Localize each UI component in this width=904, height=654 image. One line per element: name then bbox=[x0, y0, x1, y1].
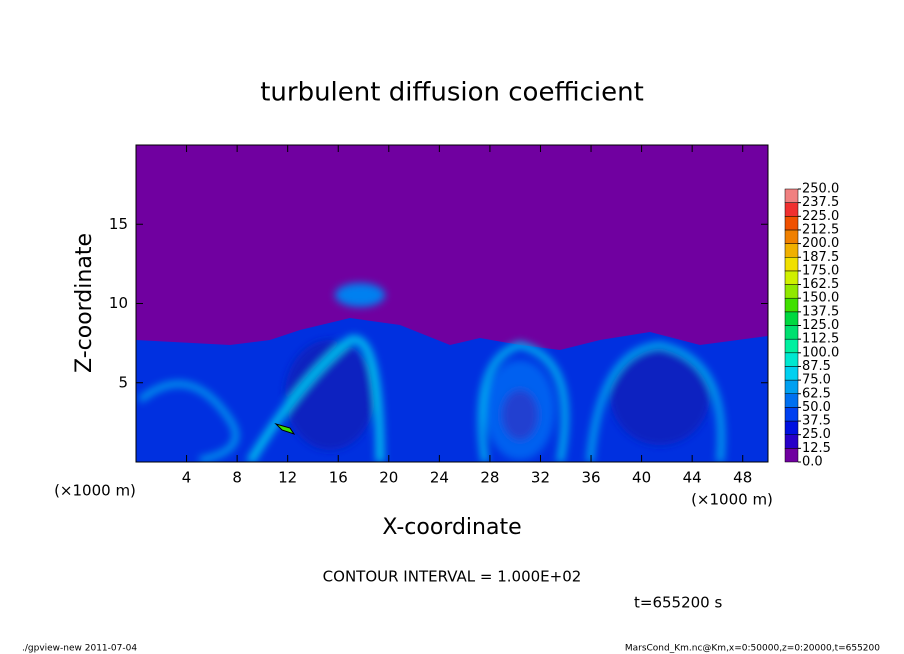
contour-line bbox=[274, 422, 296, 435]
x-tick-label: 32 bbox=[531, 469, 550, 487]
contour-field bbox=[136, 145, 768, 462]
x-tick-label: 12 bbox=[278, 469, 297, 487]
x-axis-label: X-coordinate bbox=[382, 515, 521, 540]
colorbar-tick-label: 37.5 bbox=[802, 414, 831, 429]
colorbar-tick-label: 175.0 bbox=[802, 263, 839, 278]
y-tick-label: 15 bbox=[109, 215, 128, 233]
colorbar-tick-label: 50.0 bbox=[802, 400, 831, 415]
colorbar-tick-label: 250.0 bbox=[802, 182, 839, 197]
colorbar-band bbox=[784, 311, 799, 326]
colorbar-band bbox=[784, 243, 799, 258]
colorbar-tick-label: 212.5 bbox=[802, 222, 839, 237]
contour-interval: CONTOUR INTERVAL = 1.000E+02 bbox=[323, 568, 582, 586]
colorbar-tick-label: 150.0 bbox=[802, 291, 839, 306]
x-tick-label: 36 bbox=[581, 469, 600, 487]
colorbar-band bbox=[784, 407, 799, 422]
x-tick-label: 16 bbox=[329, 469, 348, 487]
y-tick-label: 5 bbox=[118, 373, 128, 391]
colorbar-tick-label: 12.5 bbox=[802, 441, 831, 456]
x-tick-label: 24 bbox=[430, 469, 449, 487]
colorbar-tick-label: 75.0 bbox=[802, 373, 831, 388]
x-tick-label: 28 bbox=[480, 469, 499, 487]
x-tick-label: 40 bbox=[632, 469, 651, 487]
colorbar-band bbox=[784, 270, 799, 285]
colorbar-band bbox=[784, 202, 799, 217]
y-axis-label: Z-coordinate bbox=[72, 233, 97, 373]
y-tick-label: 10 bbox=[109, 294, 128, 312]
colorbar-tick-label: 187.5 bbox=[802, 250, 839, 265]
colorbar-band bbox=[784, 257, 799, 272]
colorbar-tick-label: 225.0 bbox=[802, 209, 839, 224]
x-tick-label: 8 bbox=[232, 469, 242, 487]
colorbar-band bbox=[784, 352, 799, 367]
colorbar-band bbox=[784, 379, 799, 395]
time-label: t=655200 s bbox=[634, 594, 722, 612]
footer-right: MarsCond_Km.nc@Km,x=0:50000,z=0:20000,t=… bbox=[625, 644, 880, 654]
colorbar-band bbox=[784, 393, 799, 408]
colorbar-tick-label: 100.0 bbox=[802, 345, 839, 360]
x-tick-label: 20 bbox=[379, 469, 398, 487]
colorbar-band bbox=[784, 325, 799, 340]
colorbar-tick-label: 125.0 bbox=[802, 318, 839, 333]
colorbar-tick-label: 112.5 bbox=[802, 332, 839, 347]
colorbar-band bbox=[784, 229, 799, 244]
colorbar-band bbox=[784, 434, 799, 449]
colorbar-band bbox=[784, 216, 799, 231]
colorbar-tick-label: 62.5 bbox=[802, 386, 831, 401]
colorbar-band bbox=[784, 297, 799, 313]
colorbar-tick-label: 200.0 bbox=[802, 236, 839, 251]
colorbar-band bbox=[784, 284, 799, 299]
colorbar-band bbox=[784, 420, 799, 435]
colorbar-tick-label: 87.5 bbox=[802, 359, 831, 374]
y-unit-label: (×1000 m) bbox=[54, 482, 136, 500]
x-tick-label: 48 bbox=[733, 469, 752, 487]
colorbar-band bbox=[784, 188, 799, 203]
eddies bbox=[138, 283, 725, 462]
colorbar-tick-label: 237.5 bbox=[802, 195, 839, 210]
x-unit-label: (×1000 m) bbox=[691, 491, 773, 509]
x-tick-label: 4 bbox=[182, 469, 192, 487]
colorbar-band bbox=[784, 338, 799, 354]
colorbar-band bbox=[784, 448, 799, 463]
colorbar-tick-label: 25.0 bbox=[802, 427, 831, 442]
colorbar-tick-label: 0.0 bbox=[802, 455, 823, 470]
colorbar-band bbox=[784, 366, 799, 381]
x-tick-label: 44 bbox=[683, 469, 702, 487]
footer-left: ./gpview-new 2011-07-04 bbox=[22, 644, 137, 654]
colorbar-tick-label: 162.5 bbox=[802, 277, 839, 292]
chart-title: turbulent diffusion coefficient bbox=[260, 78, 644, 108]
colorbar-tick-label: 137.5 bbox=[802, 304, 839, 319]
